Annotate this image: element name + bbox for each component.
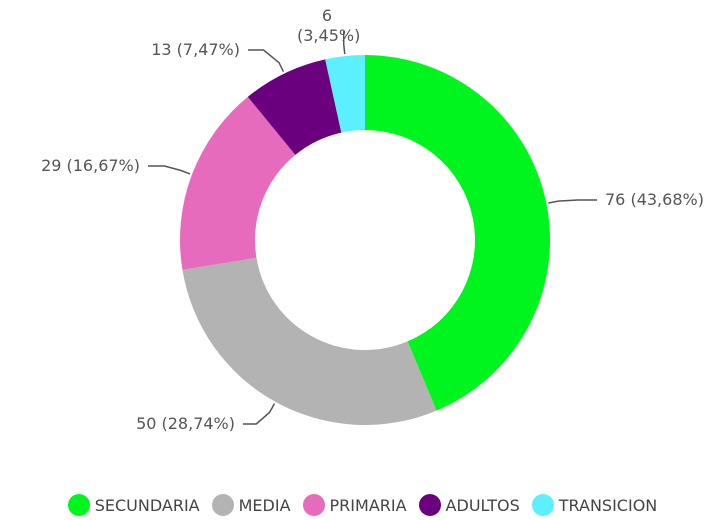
leader-line <box>248 49 285 73</box>
slice <box>179 96 296 270</box>
legend-item: SECUNDARIA <box>67 494 200 516</box>
legend-swatch <box>211 494 234 516</box>
leader-line <box>148 165 191 175</box>
slice <box>247 59 342 155</box>
legend-swatch <box>302 494 325 516</box>
legend-item: MEDIA <box>211 494 291 516</box>
legend-item: PRIMARIA <box>302 494 407 516</box>
leader-line <box>548 199 597 204</box>
legend-label: PRIMARIA <box>329 495 407 515</box>
leader-line <box>243 403 276 425</box>
data-label: 29 (16,67%) <box>41 156 140 175</box>
leader-line <box>342 31 346 55</box>
legend-item: TRANSICION <box>531 494 658 516</box>
data-label: 50 (28,74%) <box>136 414 235 433</box>
plot <box>148 31 597 425</box>
data-label: 6 (3,45%) <box>297 6 361 45</box>
data-label: 13 (7,47%) <box>151 40 240 59</box>
legend-swatch <box>531 494 554 516</box>
legend-swatch <box>67 494 90 516</box>
legend-label: TRANSICION <box>558 495 658 515</box>
legend-label: ADULTOS <box>445 495 520 515</box>
legend: SECUNDARIA MEDIA PRIMARIA ADULTOS TRANSICION <box>0 494 725 516</box>
slice <box>365 55 550 411</box>
legend-item: ADULTOS <box>418 494 520 516</box>
legend-label: SECUNDARIA <box>94 495 200 515</box>
slice <box>182 257 437 425</box>
data-label: 76 (43,68%) <box>605 190 704 209</box>
legend-label: MEDIA <box>238 495 291 515</box>
legend-swatch <box>418 494 441 516</box>
slice <box>325 55 365 133</box>
